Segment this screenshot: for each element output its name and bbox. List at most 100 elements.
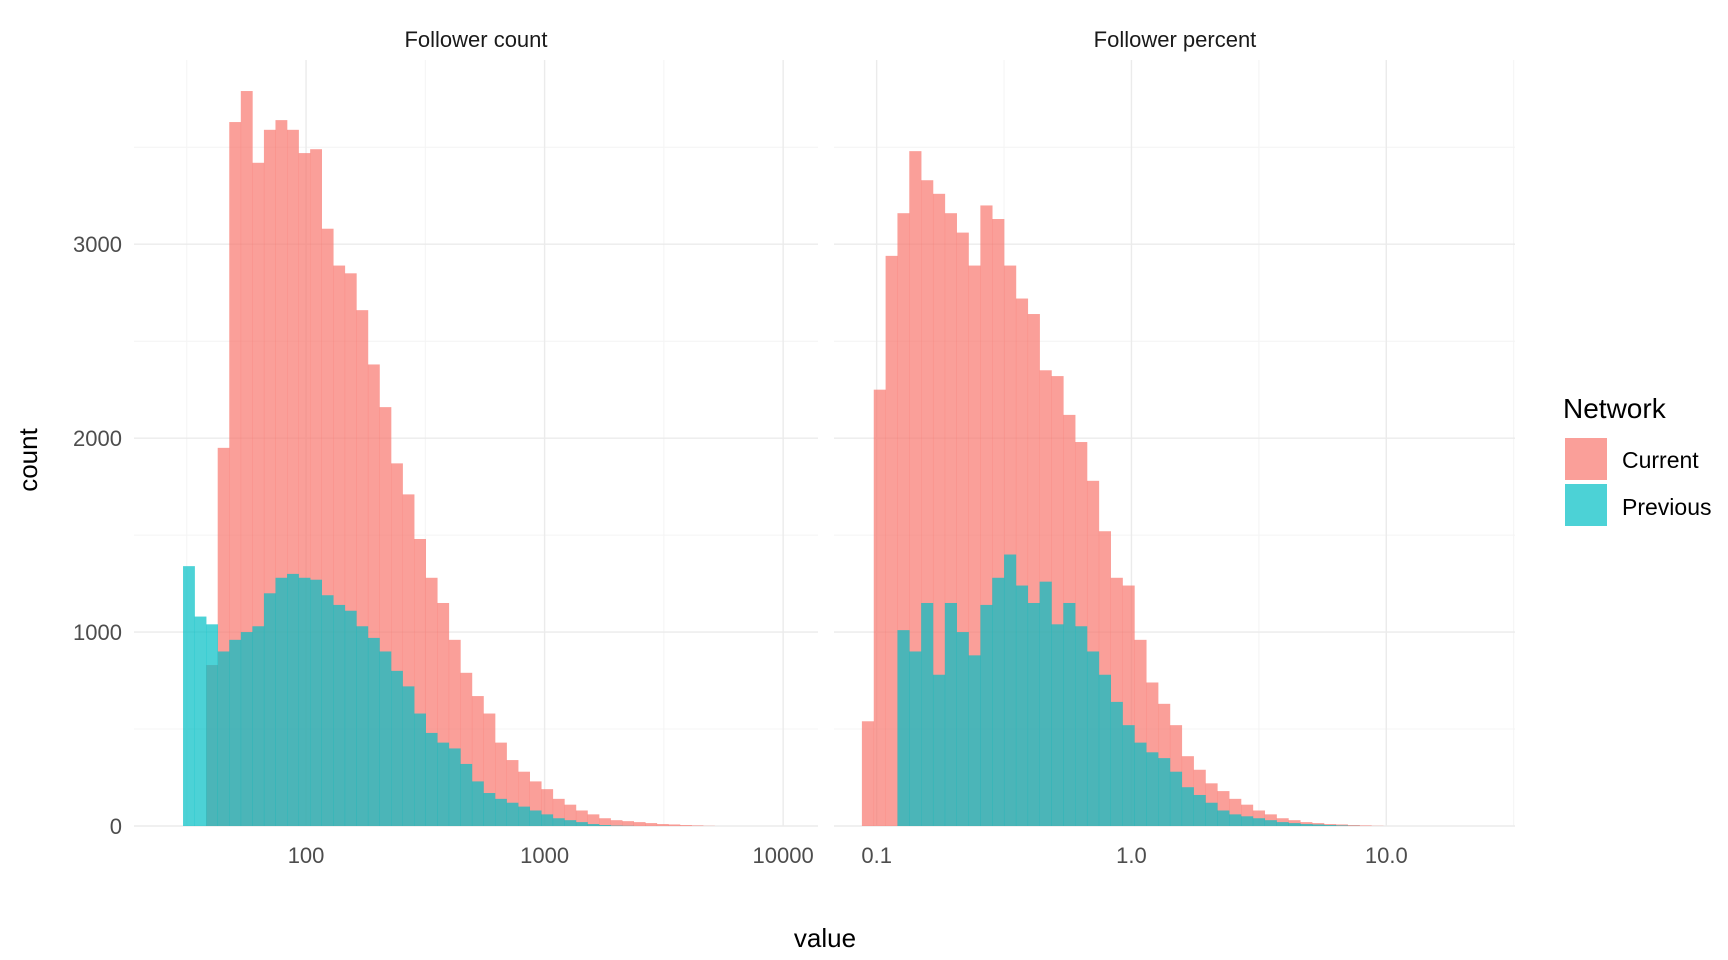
bar — [541, 789, 554, 826]
bar — [448, 748, 461, 826]
bar — [506, 802, 519, 826]
bar — [1051, 624, 1064, 826]
bar — [379, 651, 392, 826]
bar — [367, 364, 380, 826]
bar — [1015, 585, 1029, 826]
panel-follower-percent: 0.1 1.0 10.0 — [834, 60, 1515, 868]
bar — [1335, 824, 1348, 826]
bar — [437, 742, 450, 826]
bar — [656, 824, 669, 826]
bar — [552, 798, 565, 826]
bar — [263, 129, 276, 827]
bar — [367, 637, 380, 826]
bar — [897, 630, 910, 826]
bar — [529, 781, 542, 826]
bar — [356, 310, 369, 827]
bar — [183, 566, 195, 826]
bar — [229, 122, 242, 827]
bar — [448, 639, 461, 826]
bar — [287, 573, 299, 826]
x-tick-label: 0.1 — [861, 843, 892, 868]
bar — [1086, 651, 1100, 826]
bar — [1252, 818, 1266, 826]
bar — [944, 602, 957, 826]
bar — [1181, 787, 1194, 826]
bar — [633, 822, 646, 826]
bar — [587, 824, 600, 826]
bar — [518, 806, 530, 826]
bar — [263, 593, 276, 826]
bar — [1312, 824, 1325, 826]
bar — [252, 626, 265, 826]
series-previous — [897, 554, 1360, 826]
bar — [1063, 602, 1076, 826]
bar — [356, 626, 369, 826]
bar — [885, 255, 898, 827]
bar — [599, 825, 611, 826]
bar — [1134, 742, 1147, 826]
bar — [437, 602, 450, 826]
x-tick-label: 10000 — [753, 843, 814, 868]
bar — [518, 771, 530, 826]
y-tick-label: 1000 — [73, 620, 122, 645]
bar — [668, 824, 681, 826]
bar — [460, 672, 473, 826]
bar — [552, 818, 565, 826]
bar — [564, 820, 577, 826]
bar — [622, 821, 635, 826]
series-previous — [183, 566, 635, 826]
legend-label-previous: Previous — [1622, 494, 1711, 520]
bar — [909, 651, 922, 826]
bar — [240, 632, 253, 826]
x-tick-label: 1000 — [520, 843, 569, 868]
bar — [921, 602, 934, 826]
bar — [310, 579, 322, 826]
bar — [1229, 814, 1242, 826]
bar — [529, 810, 542, 826]
bar — [425, 577, 438, 826]
bar — [575, 810, 588, 826]
bar — [321, 228, 334, 826]
bar — [1300, 824, 1313, 826]
x-tick-label: 1.0 — [1116, 843, 1147, 868]
x-axis-title: value — [794, 923, 856, 953]
bar — [1098, 674, 1111, 826]
bar — [217, 651, 230, 826]
bar — [1027, 602, 1040, 826]
bar — [495, 798, 507, 826]
bar — [333, 265, 346, 827]
bar — [425, 732, 438, 826]
y-tick-label: 3000 — [73, 232, 122, 257]
bar — [1288, 823, 1301, 826]
bar — [541, 814, 554, 826]
bar — [1193, 794, 1206, 826]
bar — [287, 129, 299, 827]
bar — [310, 149, 322, 826]
bar — [217, 447, 230, 826]
bar — [240, 91, 253, 827]
bar — [968, 655, 981, 826]
bar — [1004, 554, 1017, 826]
bar — [564, 804, 577, 826]
bar — [460, 763, 473, 826]
panel-follower-count: 100 1000 10000 — [134, 60, 818, 868]
series-current — [206, 91, 715, 827]
bar — [1335, 825, 1348, 826]
y-axis-title: count — [13, 427, 43, 491]
y-tick-label: 2000 — [73, 426, 122, 451]
strip-label-follower-count: Follower count — [404, 27, 547, 52]
strip-label-follower-percent: Follower percent — [1094, 27, 1257, 52]
bar — [402, 686, 415, 826]
bar — [1276, 822, 1289, 826]
bar — [932, 674, 946, 826]
bar — [610, 820, 623, 826]
legend-label-current: Current — [1622, 447, 1699, 473]
bar — [391, 670, 403, 826]
bar — [1264, 820, 1277, 826]
bar — [575, 822, 588, 826]
bar — [1122, 725, 1135, 826]
bar — [275, 577, 288, 826]
bar — [506, 760, 519, 826]
bar — [495, 742, 507, 826]
